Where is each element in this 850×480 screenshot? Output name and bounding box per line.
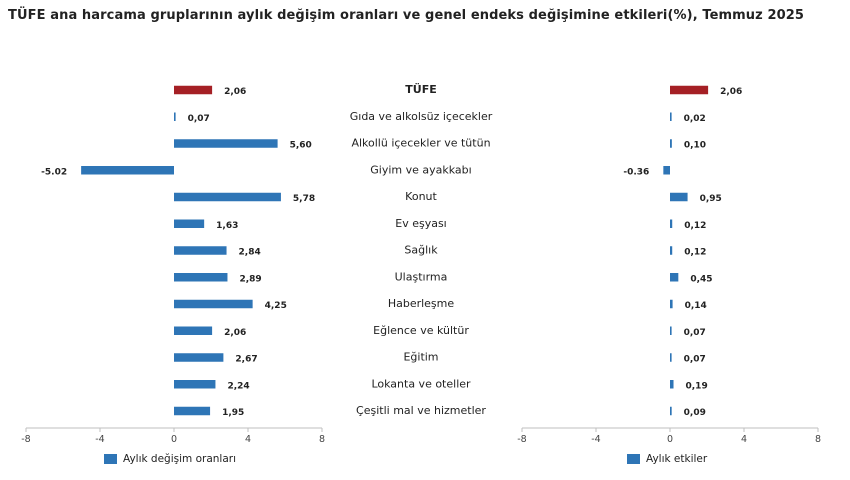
bar-right [670,326,672,335]
x-tick-label-right: 4 [741,434,747,445]
bar-right [670,139,672,148]
x-tick-label-left: -8 [21,434,30,445]
legend-label-left: Aylık değişim oranları [123,453,237,465]
data-label-right: 0,95 [700,194,722,204]
x-tick-label-right: -4 [591,434,600,445]
bar-right [670,353,672,362]
data-label-left: 1,95 [222,408,244,418]
data-label-right: 0,02 [684,114,706,124]
data-label-right: 0,19 [686,381,708,391]
data-label-right: 0,12 [684,221,706,231]
data-label-right: -0.36 [623,167,649,177]
bar-right [670,192,688,202]
bar-left [174,326,213,335]
x-tick-label-left: 4 [245,434,251,445]
x-tick-label-right: 8 [815,434,821,445]
bar-left [174,139,278,148]
bar-right [670,219,673,228]
category-label: Alkollü içecekler ve tütün [351,137,490,150]
data-label-left: 4,25 [265,301,287,311]
category-label: Ev eşyası [395,217,447,230]
bar-right [670,299,673,309]
bar-left [174,246,227,255]
bar-left [174,299,253,309]
data-label-left: 2,06 [224,87,246,97]
data-label-left: -5.02 [41,167,67,177]
category-label: Ulaştırma [395,270,448,283]
data-label-right: 2,06 [720,87,742,97]
bar-right [663,166,670,175]
data-label-left: 2,84 [239,248,261,258]
data-label-right: 0,07 [684,355,706,365]
category-label: Giyim ve ayakkabı [370,163,471,176]
legend-swatch-right [627,454,640,464]
bar-left [174,85,213,95]
data-label-right: 0,07 [684,328,706,338]
x-tick-label-left: -4 [95,434,104,445]
chart-title: TÜFE ana harcama gruplarının aylık değiş… [8,8,805,23]
x-tick-label-right: 0 [667,434,673,445]
category-label: TÜFE [405,82,436,96]
legend-left: Aylık değişim oranları [104,453,236,465]
legend-label-right: Aylık etkiler [646,453,708,465]
data-label-right: 0,12 [684,248,706,258]
category-label: Eğlence ve kültür [373,324,469,337]
bar-right [670,85,709,95]
x-tick-label-left: 0 [171,434,177,445]
bar-right [670,246,673,255]
data-label-left: 1,63 [216,221,238,231]
bar-left [174,406,211,416]
category-label: Lokanta ve oteller [371,377,471,390]
data-label-right: 0,09 [684,408,706,418]
bar-left [174,353,224,362]
legend-swatch-left [104,454,117,464]
category-label: Sağlık [404,244,438,257]
data-label-left: 5,78 [293,194,315,204]
bar-left [174,219,205,228]
bar-right [670,273,679,282]
data-label-left: 2,06 [224,328,246,338]
data-label-right: 0,14 [685,301,707,311]
x-tick-label-left: 8 [319,434,325,445]
data-label-left: 5,60 [290,141,312,151]
category-label: Çeşitli mal ve hizmetler [356,404,486,417]
bar-left [174,380,216,389]
data-label-left: 2,24 [227,381,249,391]
category-label: Haberleşme [388,297,455,310]
bar-left [81,166,174,175]
data-label-left: 2,67 [235,355,257,365]
data-label-right: 0,10 [684,141,706,151]
legend-right: Aylık etkiler [627,453,707,465]
bar-left [174,112,176,121]
bar-left [174,273,228,282]
x-tick-label-right: -8 [517,434,526,445]
data-label-left: 0,07 [188,114,210,124]
category-label: Gıda ve alkolsüz içecekler [350,110,493,123]
bar-right [670,380,674,389]
data-label-right: 0,45 [690,274,712,284]
bar-left [174,192,281,202]
category-label: Konut [405,190,437,203]
category-label: Eğitim [403,351,438,364]
bar-right [670,112,672,121]
data-label-left: 2,89 [239,274,261,284]
bar-right [670,406,672,416]
